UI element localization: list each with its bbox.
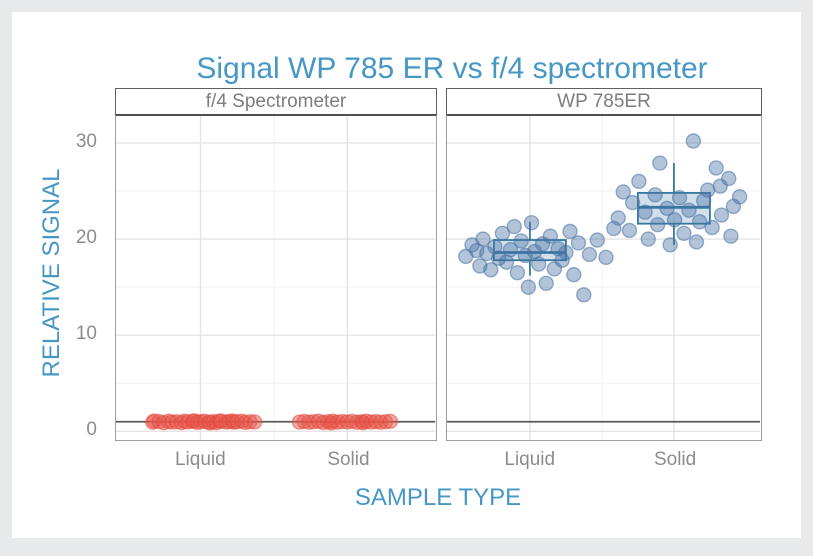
data-point: [640, 231, 656, 247]
facet-strip-label: f/4 Spectrometer: [205, 90, 347, 112]
data-point: [523, 215, 540, 231]
data-point: [662, 237, 678, 253]
data-point: [589, 232, 605, 248]
data-point: [570, 235, 587, 251]
y-tick-label: 30: [75, 130, 97, 152]
points-solid: [291, 413, 399, 431]
x-tick-label-solid: Solid: [327, 449, 370, 470]
data-point: [576, 287, 592, 303]
data-point: [631, 173, 647, 190]
panel-wp785er: [446, 114, 762, 441]
data-point: [517, 247, 533, 264]
data-point: [531, 256, 547, 272]
panel-plot-area: [447, 116, 760, 440]
data-point: [731, 189, 748, 205]
data-point: [581, 246, 598, 263]
data-point: [542, 228, 558, 244]
data-point: [624, 194, 641, 211]
data-point: [637, 204, 653, 220]
data-point: [666, 212, 683, 228]
y-tick-label: 20: [75, 227, 97, 249]
data-point: [708, 160, 724, 176]
data-point: [475, 231, 491, 247]
data-point: [550, 240, 566, 257]
data-point: [652, 155, 668, 171]
points-liquid: [458, 215, 614, 303]
data-point: [513, 233, 529, 249]
data-point: [487, 239, 503, 255]
data-point: [723, 228, 739, 244]
data-point: [502, 241, 519, 258]
data-point: [562, 223, 578, 240]
data-point: [606, 220, 622, 237]
x-axis-title: SAMPLE TYPE: [354, 484, 522, 511]
data-point: [685, 133, 702, 149]
data-point: [713, 207, 730, 223]
x-tick-label-liquid: Liquid: [174, 449, 226, 470]
data-point: [534, 236, 551, 252]
data-point: [566, 266, 582, 283]
facet-strip-f4-spectrometer: f/4 Spectrometer: [115, 88, 437, 115]
data-point: [538, 275, 554, 291]
y-tick-label: 10: [75, 323, 97, 345]
data-point: [704, 219, 720, 236]
chart-title: Signal WP 785 ER vs f/4 spectrometer: [196, 52, 708, 85]
data-point: [691, 214, 708, 230]
facet-strip-label: WP 785ER: [557, 90, 651, 112]
data-point: [598, 249, 614, 266]
data-point: [494, 225, 511, 241]
data-point: [520, 279, 537, 295]
points-liquid: [144, 413, 263, 431]
data-point: [558, 244, 574, 261]
data-point: [649, 216, 666, 233]
panel-plot-area: [116, 116, 435, 440]
y-axis-tick-labels: 0 10 20 30: [58, 115, 105, 441]
data-point: [671, 190, 688, 206]
data-point: [483, 262, 499, 278]
data-point: [688, 234, 705, 250]
data-point: [506, 218, 522, 235]
data-point: [659, 200, 675, 216]
x-tick-label-liquid: Liquid: [504, 449, 556, 470]
data-point: [676, 225, 692, 241]
x-tick-label-solid: Solid: [653, 449, 697, 470]
data-point: [247, 414, 263, 430]
x-axis-tick-labels-right: Liquid Solid: [446, 449, 762, 473]
points-solid: [606, 133, 748, 253]
panel-f4-spectrometer: [115, 114, 437, 441]
data-point: [554, 252, 570, 268]
data-point: [615, 184, 631, 200]
data-point: [681, 202, 697, 218]
data-point: [647, 187, 663, 203]
y-tick-label: 0: [86, 419, 97, 441]
data-point: [382, 413, 399, 430]
data-point: [621, 222, 638, 239]
data-point: [509, 265, 526, 281]
x-axis-tick-labels-left: Liquid Solid: [115, 449, 437, 473]
data-point: [700, 182, 716, 198]
facet-strip-wp785er: WP 785ER: [446, 88, 762, 115]
data-point: [490, 250, 507, 266]
